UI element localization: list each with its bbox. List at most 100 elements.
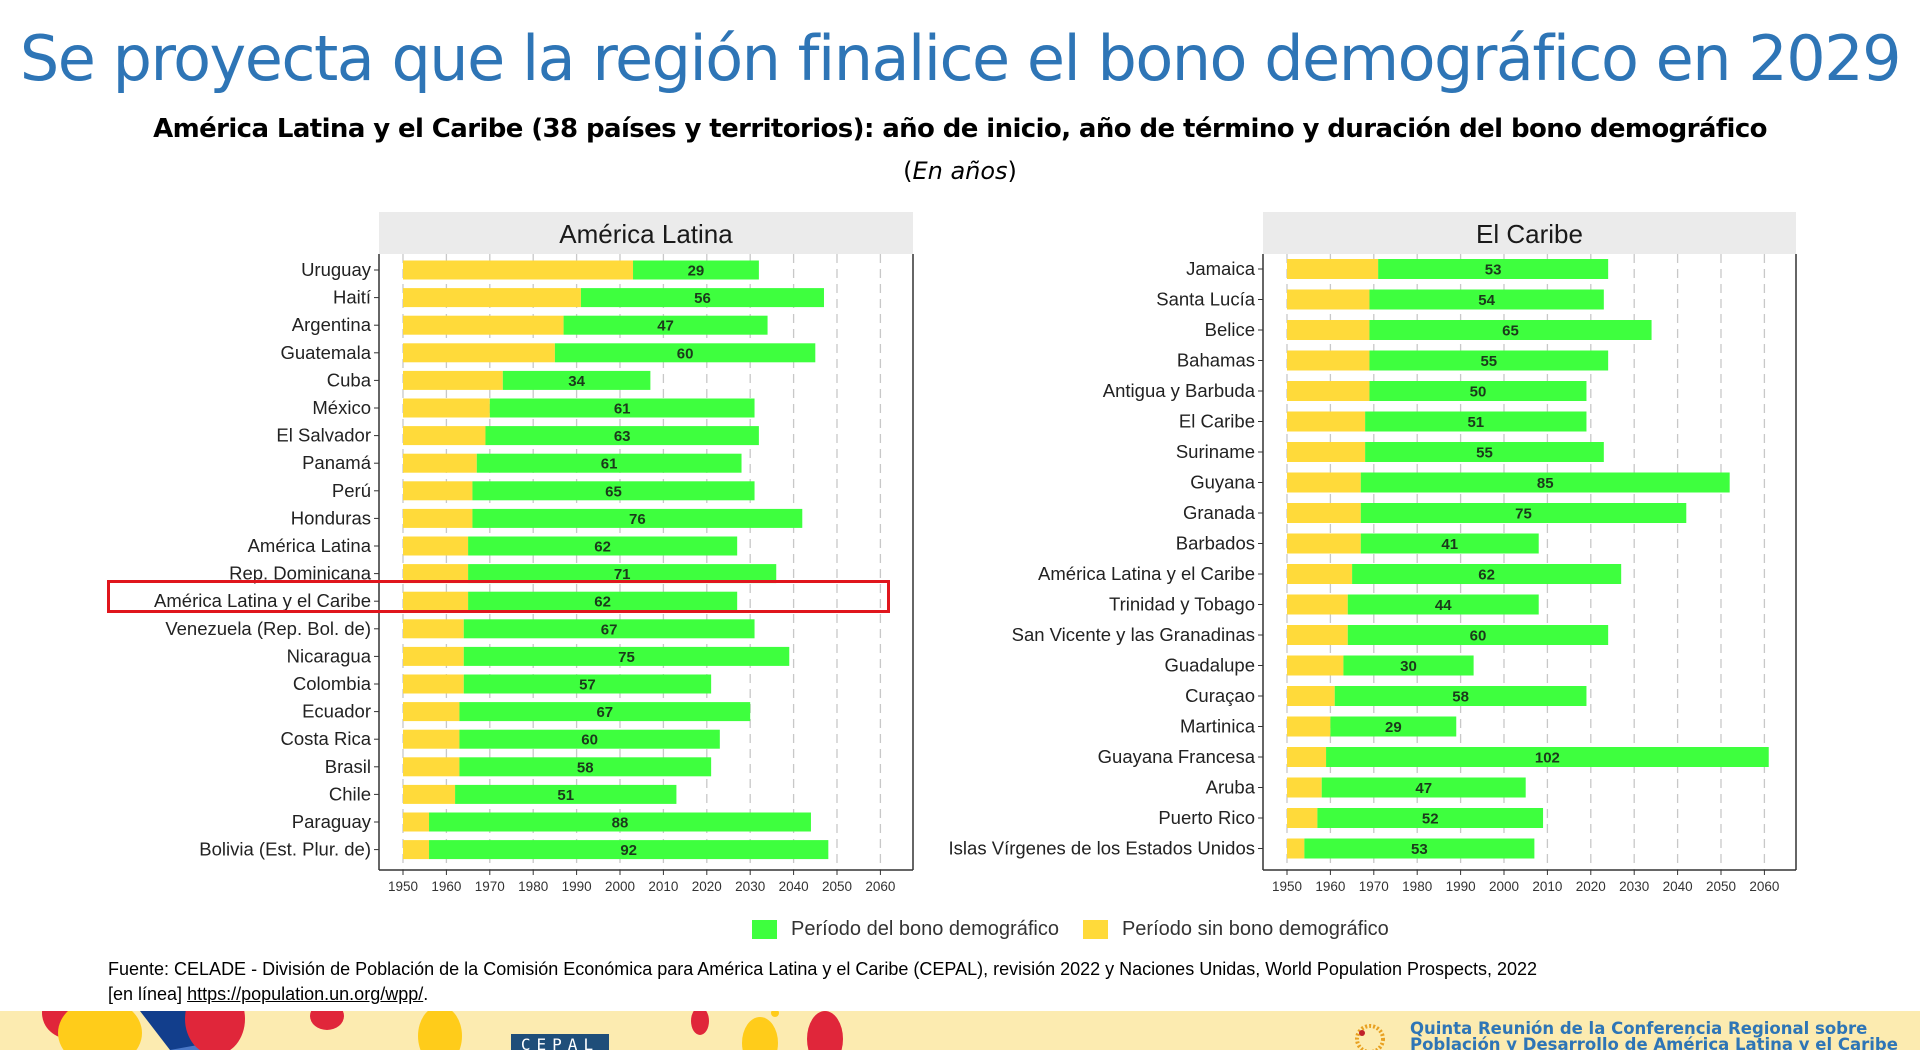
bar-value-label: 47 — [1415, 780, 1432, 797]
bar-bonus — [1360, 503, 1687, 523]
bar-value-label: 75 — [1515, 506, 1532, 523]
bar-value-label: 92 — [620, 842, 637, 859]
bar-no-bonus — [403, 619, 464, 639]
panel-strip-el-caribe — [1263, 212, 1796, 254]
cepal-logo: CEPAL — [511, 1034, 609, 1050]
bar-bonus — [1317, 808, 1544, 828]
category-label: Paraguay — [292, 811, 372, 832]
bar-bonus — [485, 426, 759, 446]
category-label: Panamá — [302, 452, 372, 473]
bar-value-label: 63 — [614, 428, 631, 445]
bar-no-bonus — [1287, 289, 1370, 310]
bar-bonus — [1321, 777, 1526, 798]
panel-title-el-caribe: El Caribe — [1476, 219, 1583, 249]
bar-bonus — [502, 370, 651, 390]
category-label: Curaçao — [1185, 685, 1255, 706]
bar-bonus — [1343, 655, 1474, 676]
bar-value-label: 62 — [594, 594, 611, 611]
bar-value-label: 51 — [1467, 414, 1484, 431]
source-link[interactable]: https://population.un.org/wpp/ — [187, 984, 424, 1004]
bar-bonus — [468, 564, 777, 584]
category-label: Costa Rica — [281, 728, 372, 749]
bar-value-label: 60 — [581, 732, 598, 749]
bar-value-label: 65 — [605, 483, 622, 500]
category-label: Martinica — [1180, 716, 1256, 737]
footer-decoration — [42, 1011, 1385, 1050]
bar-value-label: 47 — [657, 318, 674, 335]
bar-value-label: 65 — [1502, 323, 1519, 340]
bar-no-bonus — [1287, 777, 1322, 798]
category-label: Bolivia (Est. Plur. de) — [199, 839, 371, 860]
bar-no-bonus — [403, 591, 469, 611]
bonus-chart: América Latina 1950 1960 1970 1980 1990 2000 20… — [154, 212, 1797, 894]
category-label: Suriname — [1176, 441, 1255, 462]
x-tick-label: 1980 — [518, 879, 548, 894]
x-tick-label: 2030 — [1619, 879, 1649, 894]
bar-value-label: 71 — [614, 566, 631, 583]
bar-bonus — [580, 288, 824, 308]
conference-line-1: Quinta Reunión de la Conferencia Regiona… — [1410, 1019, 1868, 1038]
decor-circle — [742, 1017, 778, 1050]
category-label: Perú — [332, 480, 371, 501]
category-label: México — [312, 397, 371, 418]
bar-value-label: 51 — [557, 787, 574, 804]
source-line-2: [en línea] https://population.un.org/wpp… — [108, 982, 1537, 1007]
x-tick-label: 2010 — [648, 879, 678, 894]
x-tick-label: 1950 — [1272, 879, 1302, 894]
x-tick-label: 2050 — [822, 879, 852, 894]
bar-bonus — [459, 729, 720, 749]
bar-no-bonus — [403, 812, 430, 832]
bar-no-bonus — [403, 370, 503, 390]
x-tick-label: 1950 — [388, 879, 418, 894]
bar-value-label: 102 — [1535, 750, 1560, 767]
category-label: Belice — [1205, 319, 1255, 340]
decor-circle — [691, 1011, 709, 1035]
bar-value-label: 29 — [1385, 719, 1402, 736]
bar-no-bonus — [1287, 625, 1348, 645]
category-label: América Latina y el Caribe — [154, 590, 371, 611]
decor-circle — [185, 1011, 245, 1050]
category-label: Venezuela (Rep. Bol. de) — [165, 618, 371, 639]
units-open: ( — [903, 157, 913, 185]
bar-value-label: 61 — [601, 456, 618, 473]
bar-value-label: 60 — [677, 345, 694, 362]
bar-bonus — [1378, 259, 1609, 279]
bar-bonus — [472, 481, 755, 501]
x-tick-label: 2000 — [605, 879, 635, 894]
bar-bonus — [1326, 747, 1769, 767]
bar-value-label: 61 — [614, 401, 631, 418]
x-tick-label: 2040 — [779, 879, 809, 894]
legend-swatch-no-bonus — [1082, 920, 1108, 939]
bar-no-bonus — [403, 564, 469, 584]
bar-bonus — [429, 812, 811, 832]
x-tick-label: 2040 — [1663, 879, 1693, 894]
bar-value-label: 57 — [579, 677, 596, 694]
bar-no-bonus — [403, 508, 473, 528]
panel-title-am-rica-latina: América Latina — [559, 219, 733, 249]
legend-label-bonus: Período del bono demográfico — [791, 918, 1059, 940]
x-tick-label: 1990 — [562, 879, 592, 894]
bar-bonus — [463, 674, 712, 694]
x-tick-label: 2060 — [865, 879, 895, 894]
source-note: Fuente: CELADE - División de Población d… — [108, 957, 1537, 1007]
x-tick-label: 1960 — [431, 879, 461, 894]
decor-circle — [310, 1011, 344, 1030]
bar-no-bonus — [1287, 320, 1370, 340]
x-tick-label: 1990 — [1446, 879, 1476, 894]
source-line-1: Fuente: CELADE - División de Población d… — [108, 959, 1538, 979]
bar-bonus — [1369, 350, 1609, 371]
bar-no-bonus — [1287, 716, 1331, 737]
category-label: El Salvador — [276, 425, 371, 446]
bar-value-label: 53 — [1411, 841, 1428, 858]
legend-label-no-bonus: Período sin bono demográfico — [1121, 918, 1389, 940]
bar-no-bonus — [1287, 655, 1344, 676]
bar-no-bonus — [1287, 442, 1366, 462]
bar-value-label: 50 — [1470, 384, 1487, 401]
bar-no-bonus — [1287, 838, 1305, 859]
bar-bonus — [1304, 838, 1535, 859]
category-label: Islas Vírgenes de los Estados Unidos — [949, 838, 1255, 859]
category-label: Ecuador — [302, 701, 371, 722]
category-label: Puerto Rico — [1158, 807, 1255, 828]
conference-logo-ring — [1355, 1024, 1385, 1050]
category-label: Colombia — [293, 673, 372, 694]
